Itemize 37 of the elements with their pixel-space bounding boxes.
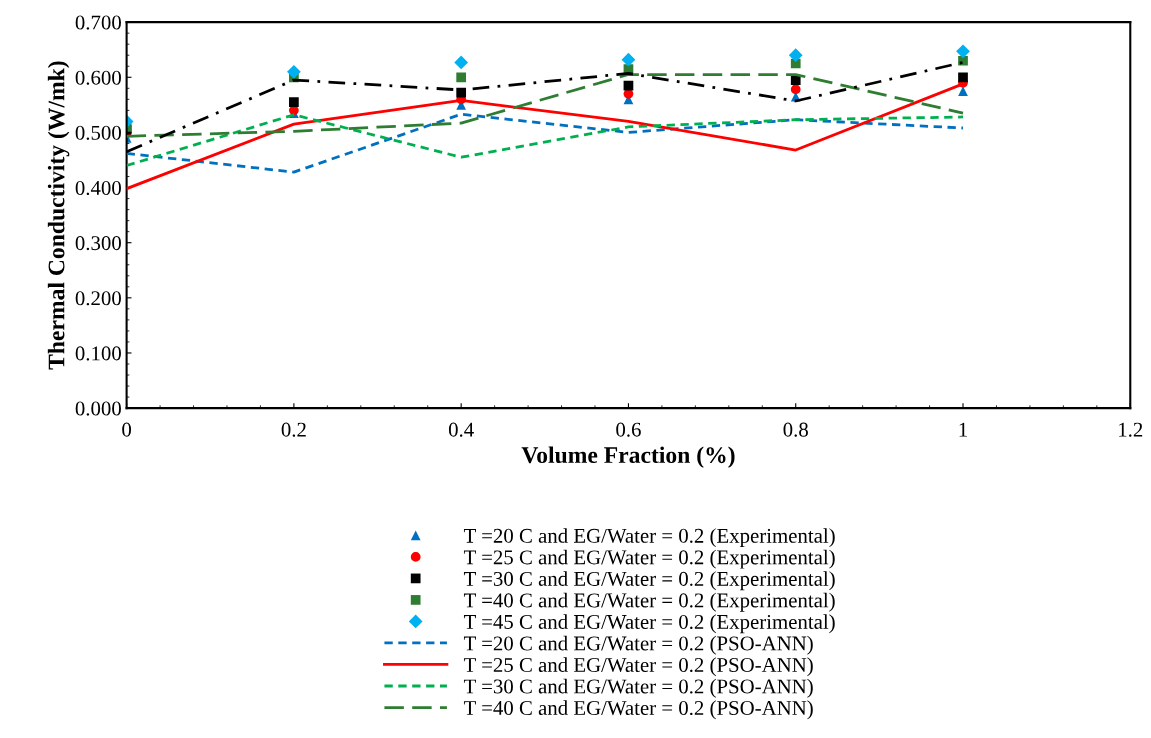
y-tick-label: 0.100 [75,346,121,361]
y-tick-label: 0.600 [75,70,121,85]
legend-label: T =30 C and EG/Water = 0.2 (Experimental) [463,571,835,591]
legend-label: T =25 C and EG/Water = 0.2 (Experimental) [463,549,835,569]
x-tick-label: 0.6 [616,422,641,437]
point [456,72,467,83]
x-tick-label: 0 [122,422,132,437]
x-axis-title: Volume Fraction (%) [521,446,735,468]
point [958,72,968,83]
point [958,86,968,96]
point [456,87,467,98]
legend-label: T =45 C and EG/Water = 0.2 (Experimental) [463,614,835,634]
x-tick-label: 0.4 [448,422,474,437]
point [289,97,299,107]
point [788,48,803,63]
y-tick-label: 0.000 [75,401,121,416]
point [956,44,970,59]
point [454,55,469,70]
legend-label: T =25 C and EG/Water = 0.2 (PSO-ANN) [463,657,813,677]
legend-label: T =40 C and EG/Water = 0.2 (Experimental) [463,592,835,612]
y-tick-label: 0.400 [75,180,121,196]
x-tick-label: 1.2 [1119,422,1143,437]
x-tick-label: 0.8 [783,422,808,437]
y-tick-label: 0.300 [75,236,121,251]
legend-label: T =30 C and EG/Water = 0.2 (PSO-ANN) [463,678,813,698]
y-tick-label: 0.200 [75,291,121,306]
point [621,52,636,67]
y-axis-title: Thermal Conductivity (W/mk) [47,61,70,370]
y-tick-label: 0.500 [75,125,121,140]
x-tick-label: 0.2 [281,422,306,437]
y-tick-label: 0.700 [75,15,121,30]
x-tick-label: 1 [959,422,967,437]
legend-label: T =20 C and EG/Water = 0.2 (PSO-ANN) [463,635,813,655]
legend-label: T =40 C and EG/Water = 0.2 (PSO-ANN) [463,700,813,720]
legend-label: T =20 C and EG/Water = 0.2 (Experimental) [463,528,835,548]
point [790,84,801,95]
point [287,64,301,79]
